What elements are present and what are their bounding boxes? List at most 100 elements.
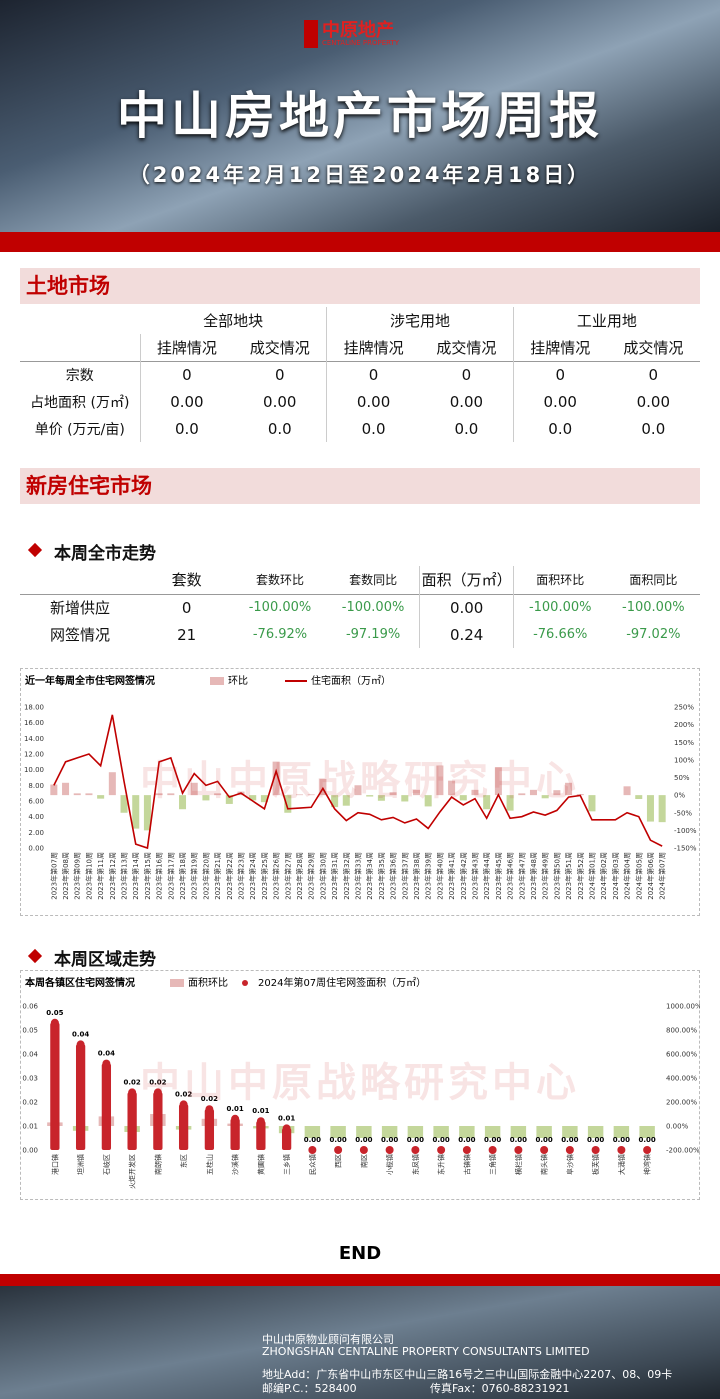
bar xyxy=(256,1121,266,1150)
bullet xyxy=(27,948,43,964)
x-tick-label: 沙溪镇 xyxy=(231,1154,240,1175)
data-label: 0.00 xyxy=(407,1136,424,1144)
watermark: 中山中原战略研究中心 xyxy=(140,1060,580,1106)
bar xyxy=(587,1126,604,1138)
chart-title: 本周各镇区住宅网签情况 xyxy=(25,976,135,989)
group-header: 全部地块 xyxy=(203,312,264,330)
cell: -100.00% xyxy=(248,600,312,616)
sub-heading: 本周区域走势 xyxy=(54,950,156,970)
address: 地址Add：广东省中山市东区中山三路16号之三中山国际金融中心2207、08、0… xyxy=(262,1368,673,1381)
legend-label: 环比 xyxy=(228,675,248,687)
bar xyxy=(281,1128,292,1150)
x-tick-label: 2023年第22周 xyxy=(225,852,234,900)
bar xyxy=(494,767,502,796)
chart: 本周各镇区住宅网签情况 0.00 0.01 0.02 0.03 0.04 0.05 0.06 -… xyxy=(22,976,700,1189)
bar-cap xyxy=(462,1146,471,1154)
x-tick-label: 2023年第30周 xyxy=(318,852,327,900)
land-table: 全部地块 涉宅用地 工业用地 挂牌情况 成交情况 挂牌情况 成交情况 挂牌情况 成交情况 宗数 0 0… xyxy=(20,307,700,442)
sub-header: 成交情况 xyxy=(249,338,310,357)
x-tick-label: 2023年第29周 xyxy=(307,852,316,900)
bar xyxy=(75,1044,86,1150)
tick-label: 0.05 xyxy=(22,1027,38,1035)
bar xyxy=(459,795,467,801)
sub-header: 成交情况 xyxy=(623,338,684,357)
bar xyxy=(541,795,549,799)
data-label: 0.00 xyxy=(484,1136,501,1144)
bar-cap xyxy=(591,1146,600,1154)
logo-icon xyxy=(304,20,318,48)
cell: 0.0 xyxy=(139,415,234,442)
bar-cap xyxy=(540,1146,549,1154)
x-tick-label: 2023年第44周 xyxy=(482,852,491,900)
bar xyxy=(576,794,584,796)
bar xyxy=(296,794,304,796)
x-tick-label: 火炬开发区 xyxy=(128,1154,137,1189)
x-tick-label: 2024年第02周 xyxy=(599,852,608,900)
header-row: 挂牌情况 成交情况 挂牌情况 成交情况 挂牌情况 成交情况 xyxy=(20,334,700,361)
bar xyxy=(366,795,374,797)
x-tick-label: 2024年第01周 xyxy=(587,852,596,900)
data-label: 0.04 xyxy=(98,1050,115,1058)
data-label: 0.00 xyxy=(458,1136,475,1144)
x-tick-label: 2023年第24周 xyxy=(248,852,257,900)
x-tick-label: 2023年第38周 xyxy=(412,852,421,900)
tick-label: 14.00 xyxy=(24,735,44,743)
x-tick-label: 2023年第48周 xyxy=(529,852,538,900)
row-label: 占地面积 (万㎡) xyxy=(30,394,130,411)
tick-label: 0.00 xyxy=(28,845,44,853)
x-tick-label: 2023年第16周 xyxy=(155,852,164,900)
bar xyxy=(401,795,409,802)
bar-cap xyxy=(565,1146,574,1154)
legend-label: 住宅面积（万㎡） xyxy=(311,674,391,687)
x-tick-label: 2023年第42周 xyxy=(459,852,468,900)
tick-label: 12.00 xyxy=(24,751,44,759)
x-tick-label: 横栏镇 xyxy=(514,1154,523,1175)
bar xyxy=(108,772,116,796)
bar-cap xyxy=(256,1117,265,1126)
bar-cap xyxy=(102,1059,111,1068)
bar xyxy=(132,795,140,829)
x-tick-label: 黄圃镇 xyxy=(256,1154,265,1175)
x-tick-label: 2023年第47周 xyxy=(517,852,526,900)
legend-swatch xyxy=(170,979,184,987)
data-label: 0.01 xyxy=(252,1107,269,1115)
end: END xyxy=(338,1243,382,1264)
tick-label: 2.00 xyxy=(28,829,44,837)
row: 占地面积 (万㎡) 0.00 0.00 0.00 0.00 0.00 0.00 xyxy=(20,388,700,415)
x-tick-label: 2023年第13周 xyxy=(120,852,129,900)
data-label: 0.00 xyxy=(638,1136,655,1144)
tick-label: 6.00 xyxy=(28,798,44,806)
x-tick-label: 2023年第20周 xyxy=(201,852,210,900)
col-header: 面积环比 xyxy=(512,566,607,594)
x-tick-label: 2023年第36周 xyxy=(389,852,398,900)
row-label: 新增供应 xyxy=(49,599,110,618)
data-label: 0.02 xyxy=(175,1090,192,1098)
tick-label: 10.00 xyxy=(24,766,44,774)
chart-box xyxy=(20,970,700,1200)
cell: -76.92% xyxy=(252,627,308,642)
bar xyxy=(230,1118,240,1150)
bar-cap xyxy=(334,1146,343,1154)
x-tick-label: 民众镇 xyxy=(308,1154,317,1175)
x-tick-label: 2023年第33周 xyxy=(354,852,363,900)
x-tick-label: 东区 xyxy=(179,1154,188,1168)
x-tick-label: 东凤镇 xyxy=(411,1154,420,1175)
bar-cap xyxy=(437,1146,446,1154)
cell: 0.00 xyxy=(139,388,234,415)
title: 中山房地产市场周报 xyxy=(117,87,603,145)
tick-label: 400.00% xyxy=(666,1075,697,1083)
bar xyxy=(307,794,315,796)
bar xyxy=(639,1126,655,1138)
x-tick-label: 2023年第19周 xyxy=(190,852,199,900)
row-label: 网签情况 xyxy=(49,626,110,644)
cell: 0.00 xyxy=(449,392,484,411)
tick-label: 50% xyxy=(674,774,690,782)
x-tick-label: 2023年第08周 xyxy=(61,852,70,900)
bar xyxy=(448,780,456,796)
tick-label: 100% xyxy=(674,756,694,764)
row-label: 宗数 xyxy=(65,367,94,384)
bar xyxy=(412,789,420,796)
row: 网签情况 21 -76.92% -97.19% 0.24 -76.66% -97.02% xyxy=(20,621,700,648)
bar xyxy=(377,795,385,801)
row-label: 单价 (万元/亩) xyxy=(34,421,125,438)
